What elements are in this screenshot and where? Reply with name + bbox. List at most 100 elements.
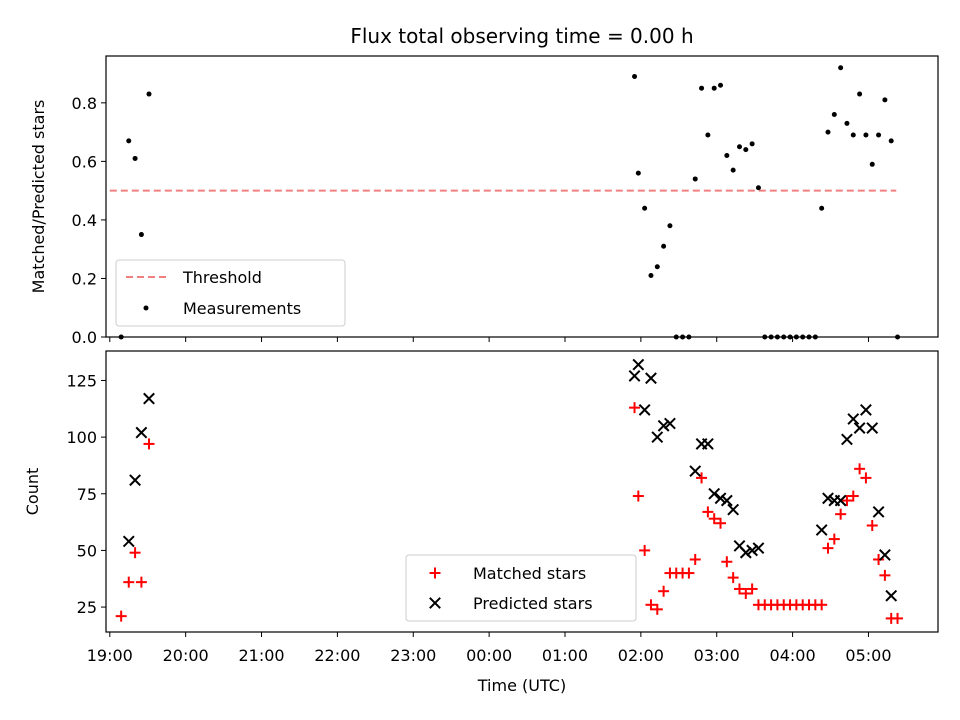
predicted-star-point xyxy=(878,549,891,561)
bottom-y-tick-label: 75 xyxy=(77,485,97,504)
x-tick-label: 03:00 xyxy=(694,646,740,665)
predicted-star-point xyxy=(664,417,676,430)
bottom-legend-box xyxy=(405,554,637,622)
matched-star-point xyxy=(715,517,727,529)
matched-star-point xyxy=(689,553,701,565)
predicted-star-point xyxy=(714,492,727,505)
x-tick-label: 20:00 xyxy=(163,646,209,665)
x-tick-label: 00:00 xyxy=(466,646,512,665)
measurement-point xyxy=(648,273,654,279)
measurement-point xyxy=(850,132,856,138)
measurement-point xyxy=(876,132,882,138)
matched-star-point xyxy=(702,506,714,518)
measurement-point xyxy=(800,334,806,340)
matched-star-point xyxy=(860,472,872,484)
measurement-point xyxy=(642,205,648,211)
predicted-star-point xyxy=(872,505,885,518)
measurement-point xyxy=(654,264,660,270)
predicted-star-point xyxy=(834,494,847,507)
bottom-y-ticks: 25 50 75 100 125 xyxy=(66,371,106,617)
measurement-point xyxy=(844,120,850,126)
measurement-point xyxy=(749,141,755,147)
top-panel: 0.00.20.40.60.8 Matched/Predicted stars … xyxy=(29,55,939,347)
chart-title: Flux total observing time = 0.00 h xyxy=(350,24,693,48)
predicted-star-point xyxy=(815,524,828,536)
top-y-ticks: 0.0 0.2 0.4 0.6 0.8 xyxy=(72,94,106,347)
bottom-y-tick-label: 125 xyxy=(66,371,97,390)
bottom-plot-frame xyxy=(105,350,939,633)
x-tick-label: 01:00 xyxy=(542,646,588,665)
predicted-star-point xyxy=(860,404,872,416)
bottom-x-ticks: 19:00 20:00 21:00 22:00 23:00 00:00 01:00 02:00… xyxy=(87,632,892,665)
matched-star-point xyxy=(639,544,651,556)
measurement-point xyxy=(635,170,641,176)
matched-star-point xyxy=(835,508,847,520)
measurement-point xyxy=(743,147,749,153)
bottom-panel: 25 50 75 100 125 19:00 20:00 21:00 22:00 23:00 00… xyxy=(23,350,939,695)
x-tick-label: 02:00 xyxy=(618,646,664,665)
bottom-y-tick-label: 50 xyxy=(77,541,97,560)
matched-star-point xyxy=(746,583,758,595)
top-y-tick-label: 0.0 xyxy=(72,328,97,347)
legend-predicted-label: Predicted stars xyxy=(473,594,593,613)
predicted-star-point xyxy=(720,494,733,507)
matched-star-point xyxy=(854,463,866,475)
measurement-point xyxy=(806,334,812,340)
legend-predicted-swatch xyxy=(429,597,441,609)
bottom-legend: Matched stars Predicted stars xyxy=(405,554,637,622)
x-tick-label: 04:00 xyxy=(770,646,816,665)
measurement-point xyxy=(812,334,818,340)
matched-star-point xyxy=(629,402,641,414)
measurement-point xyxy=(126,138,132,144)
measurement-point xyxy=(736,144,742,150)
top-y-axis-label: Matched/Predicted stars xyxy=(29,100,48,294)
matched-star-point xyxy=(651,603,663,615)
measurement-point xyxy=(882,97,888,103)
predicted-star-point xyxy=(853,422,866,434)
predicted-star-point xyxy=(129,474,141,487)
x-tick-label: 19:00 xyxy=(87,646,133,665)
legend-plus-mark xyxy=(429,567,441,579)
measurement-point xyxy=(132,155,138,161)
measurement-point xyxy=(831,112,837,118)
matched-star-point xyxy=(847,490,859,502)
top-y-tick-label: 0.4 xyxy=(72,211,97,230)
measurement-point xyxy=(755,185,761,191)
predicted-star-point xyxy=(708,487,721,500)
measurement-point xyxy=(825,129,831,135)
measurement-point xyxy=(895,334,901,340)
predicted-star-point xyxy=(628,370,641,382)
measurement-point xyxy=(718,82,724,88)
measurement-point xyxy=(857,91,863,97)
predicted-star-point xyxy=(701,438,714,450)
predicted-star-point xyxy=(638,404,651,416)
measurement-point xyxy=(146,91,152,97)
matched-star-point xyxy=(632,490,644,502)
measurement-point xyxy=(787,334,793,340)
measurement-point xyxy=(686,334,692,340)
top-legend-box xyxy=(115,259,346,327)
predicted-star-point xyxy=(822,492,834,505)
matched-star-point xyxy=(822,542,834,554)
x-tick-label: 21:00 xyxy=(238,646,284,665)
matched-star-point xyxy=(740,587,752,599)
measurement-point xyxy=(869,161,875,167)
measurement-point xyxy=(724,153,730,159)
bottom-data-marks xyxy=(115,358,904,624)
measurement-point xyxy=(711,85,717,91)
measurement-point xyxy=(661,243,667,249)
matched-star-point xyxy=(683,567,695,579)
bottom-y-tick-label: 100 xyxy=(66,428,97,447)
measurement-point xyxy=(762,334,768,340)
x-axis-label: Time (UTC) xyxy=(477,676,566,695)
matched-star-point xyxy=(816,599,828,611)
measurement-point xyxy=(774,334,780,340)
matched-star-point xyxy=(892,612,904,624)
matched-star-point xyxy=(658,585,670,597)
measurement-point xyxy=(118,334,124,340)
measurement-point xyxy=(692,176,698,182)
matched-star-point xyxy=(696,472,708,484)
matched-star-point xyxy=(708,513,720,525)
predicted-star-point xyxy=(752,542,765,555)
measurement-point xyxy=(699,85,705,91)
